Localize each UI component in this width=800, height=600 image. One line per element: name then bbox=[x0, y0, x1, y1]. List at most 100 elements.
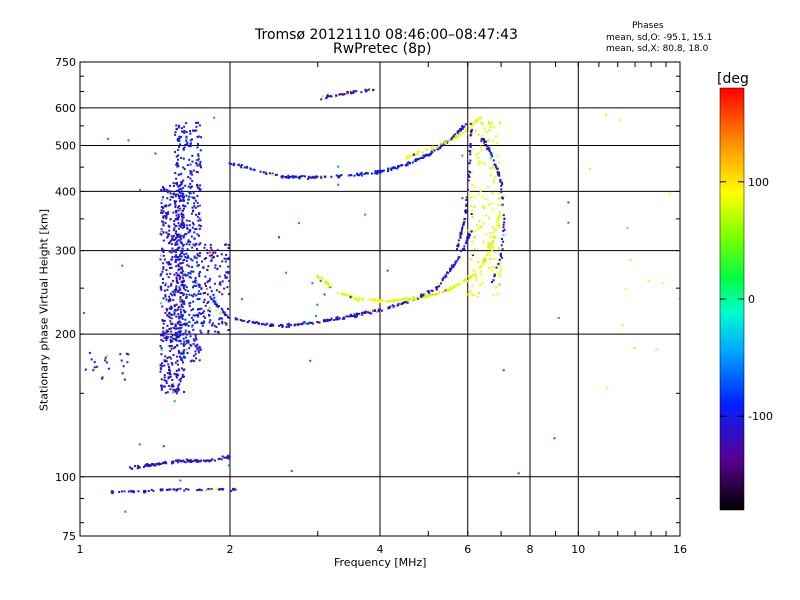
data-point bbox=[479, 189, 482, 192]
data-point bbox=[349, 174, 352, 176]
data-point bbox=[497, 247, 500, 250]
data-point bbox=[169, 192, 172, 195]
data-point bbox=[330, 175, 333, 178]
data-point bbox=[372, 89, 375, 92]
data-point bbox=[427, 154, 430, 156]
data-point bbox=[497, 173, 500, 176]
data-point bbox=[492, 208, 495, 211]
data-point bbox=[396, 299, 399, 302]
data-point bbox=[173, 220, 176, 222]
data-point bbox=[179, 258, 182, 261]
data-point bbox=[182, 354, 185, 356]
data-point bbox=[198, 234, 200, 237]
data-point bbox=[160, 349, 163, 352]
data-point bbox=[278, 236, 280, 239]
data-point bbox=[163, 376, 166, 379]
data-point bbox=[177, 281, 179, 284]
data-point bbox=[479, 283, 482, 286]
data-point bbox=[483, 140, 486, 142]
data-point bbox=[339, 93, 342, 96]
data-point bbox=[196, 215, 199, 218]
data-point bbox=[493, 163, 496, 166]
data-point bbox=[233, 162, 236, 165]
data-point bbox=[147, 463, 150, 466]
data-point bbox=[344, 293, 347, 296]
data-point bbox=[496, 220, 499, 223]
data-point bbox=[177, 313, 180, 316]
data-point bbox=[175, 237, 178, 240]
data-point bbox=[195, 162, 198, 165]
data-point bbox=[159, 258, 162, 261]
data-point bbox=[487, 147, 490, 150]
data-point bbox=[180, 342, 183, 345]
data-point bbox=[119, 353, 122, 356]
data-point bbox=[200, 489, 203, 492]
data-point bbox=[192, 223, 195, 226]
data-point bbox=[192, 243, 195, 246]
data-point bbox=[420, 156, 423, 159]
data-point bbox=[90, 358, 93, 361]
data-point bbox=[187, 460, 190, 463]
colorbar-tick-label-1: 0 bbox=[748, 293, 755, 306]
data-point bbox=[192, 191, 195, 194]
data-point bbox=[287, 176, 290, 179]
data-point bbox=[459, 283, 462, 286]
data-point bbox=[176, 279, 178, 282]
data-point bbox=[179, 324, 181, 327]
data-point bbox=[186, 143, 189, 146]
data-point bbox=[480, 161, 483, 164]
data-point bbox=[405, 164, 408, 167]
data-point bbox=[391, 300, 394, 302]
data-point bbox=[163, 332, 166, 335]
data-point bbox=[488, 129, 491, 132]
data-point bbox=[174, 133, 177, 136]
data-point bbox=[196, 320, 199, 323]
data-point bbox=[282, 175, 285, 178]
data-point bbox=[380, 298, 383, 301]
data-point bbox=[503, 228, 506, 231]
data-point bbox=[423, 295, 426, 298]
data-point bbox=[323, 293, 326, 296]
data-point bbox=[160, 205, 163, 208]
data-point bbox=[455, 134, 458, 137]
data-point bbox=[362, 299, 365, 302]
data-point bbox=[194, 276, 197, 279]
data-point bbox=[372, 309, 374, 312]
data-point bbox=[182, 285, 185, 288]
data-point bbox=[184, 322, 187, 325]
data-point bbox=[481, 196, 484, 199]
data-point bbox=[165, 329, 168, 332]
data-point bbox=[179, 313, 182, 316]
data-point bbox=[172, 196, 175, 199]
data-point bbox=[500, 184, 503, 187]
data-point bbox=[179, 276, 182, 279]
data-point bbox=[354, 297, 357, 300]
data-point bbox=[320, 176, 323, 179]
data-point bbox=[197, 121, 200, 124]
data-point bbox=[170, 322, 173, 325]
data-point bbox=[167, 300, 170, 303]
data-point bbox=[187, 339, 190, 342]
data-point bbox=[202, 301, 205, 304]
data-point bbox=[185, 336, 187, 339]
data-point bbox=[430, 146, 433, 149]
data-point bbox=[209, 310, 211, 313]
data-point bbox=[178, 145, 181, 148]
data-point bbox=[483, 258, 486, 260]
data-point bbox=[188, 275, 191, 278]
data-point bbox=[182, 343, 185, 346]
data-point bbox=[145, 463, 148, 466]
data-point bbox=[182, 186, 185, 189]
data-point bbox=[475, 276, 478, 279]
data-point bbox=[185, 139, 188, 142]
data-point bbox=[364, 90, 367, 93]
data-point bbox=[500, 214, 503, 217]
data-point bbox=[181, 376, 184, 378]
data-point bbox=[350, 92, 353, 95]
data-point bbox=[479, 266, 482, 269]
data-point bbox=[179, 355, 181, 358]
data-point bbox=[477, 152, 480, 155]
data-point bbox=[288, 325, 291, 328]
data-point bbox=[323, 320, 325, 323]
data-point bbox=[227, 457, 230, 460]
